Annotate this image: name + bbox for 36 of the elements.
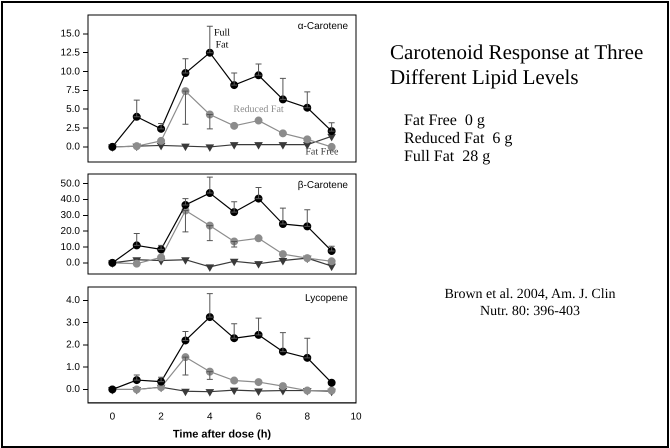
text: Lycopene bbox=[305, 292, 348, 304]
y-tick-label: 40.0 bbox=[60, 194, 80, 206]
series-label: Fat Free bbox=[305, 146, 339, 158]
x-tick-label: 10 bbox=[350, 412, 362, 423]
y-tick-label: 0.0 bbox=[66, 258, 80, 269]
text: Full Fat 28 g bbox=[404, 148, 492, 166]
series-label: Reduced Fat bbox=[233, 104, 284, 116]
y-tick-label: 0.0 bbox=[66, 384, 80, 396]
y-tick-label: 4.0 bbox=[66, 295, 80, 306]
text: Carotenoid Response at Three Different Lipid Levels bbox=[390, 40, 644, 90]
x-axis-title: Time after dose (h) bbox=[172, 428, 272, 440]
x-tick-label: 4 bbox=[207, 412, 214, 423]
series-label: Full Fat bbox=[214, 28, 230, 51]
y-tick-label: 7.5 bbox=[66, 85, 80, 96]
text: α-Carotene bbox=[298, 20, 348, 32]
x-tick-label: 6 bbox=[256, 412, 262, 423]
y-tick-label: 2.5 bbox=[66, 122, 80, 134]
y-tick-label: 3.0 bbox=[66, 317, 80, 328]
text: Reduced Fat 6 g bbox=[404, 130, 514, 148]
y-tick-label: 2.0 bbox=[66, 340, 80, 351]
y-tick-label: 30.0 bbox=[60, 210, 80, 222]
y-tick-label: 20.0 bbox=[60, 226, 80, 237]
y-tick-label: 12.5 bbox=[60, 47, 80, 58]
y-tick-label: 15.0 bbox=[60, 28, 80, 40]
y-tick-label: 0.0 bbox=[66, 142, 80, 153]
y-tick-label: 10.0 bbox=[60, 66, 80, 78]
y-tick-label: 10.0 bbox=[60, 242, 80, 253]
x-tick-label: 0 bbox=[110, 412, 116, 423]
text: Brown et al. 2004, Am. J. Clin Nutr. 80: 396-403 bbox=[443, 286, 617, 320]
x-tick-label: 2 bbox=[158, 412, 164, 423]
text: Fat Free 0 g bbox=[404, 112, 486, 130]
x-tick-label: 8 bbox=[304, 412, 310, 423]
y-tick-label: 1.0 bbox=[66, 362, 80, 373]
text: β-Carotene bbox=[298, 180, 348, 191]
y-tick-label: 50.0 bbox=[60, 178, 80, 190]
y-tick-label: 5.0 bbox=[66, 104, 80, 115]
